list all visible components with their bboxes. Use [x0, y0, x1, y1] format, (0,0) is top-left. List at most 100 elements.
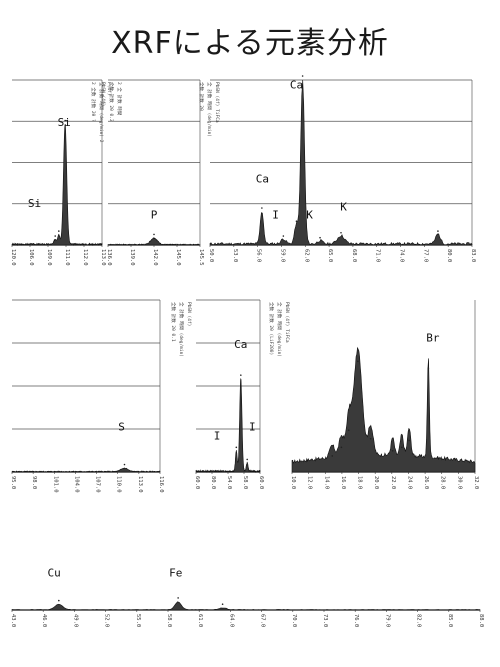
instrument-setting-text: PbSN (4f) [100, 82, 106, 106]
spectrum-panel-c: 50.0 53.0 56.0 59.0 62.0 65.0 68.0 71.0 74.0 77.0… [198, 75, 476, 262]
peak-marker [301, 75, 304, 77]
x-tick-label: 32.0 [473, 476, 479, 489]
x-tick-label: 18.0 [357, 476, 363, 489]
x-tick-label: 53.0 [232, 249, 238, 262]
peak-marker [295, 220, 298, 222]
x-tick-label: 76.0 [353, 614, 359, 627]
peak-marker [347, 429, 350, 431]
spectrum-panel-a: 120.0 106.0 109.0 111.0 112.0 113.0 2 全数 計数 2θ… [10, 79, 112, 266]
x-tick-label: 113.0 [100, 249, 106, 266]
peak-marker [408, 439, 410, 442]
x-tick-label: 98.0 [31, 476, 37, 489]
instrument-setting-text: 2 全数 計数 2θ ? [90, 82, 97, 122]
peak-marker [58, 599, 60, 602]
peak-marker [437, 230, 439, 232]
instrument-setting-text: 全 計数 時間 (deg/min) [178, 302, 185, 357]
spectrum-panel-d: 95.0 98.0 101.0 104.0 107.0 110.0 113.0 116.0 S [10, 299, 164, 493]
x-tick-label: 142.0 [152, 249, 158, 266]
x-tick-label: 52.0 [104, 614, 110, 627]
peak-marker [427, 367, 430, 370]
x-tick-label: 60.0 [258, 476, 264, 489]
x-tick-label: 43.0 [10, 614, 16, 627]
x-tick-label: 49.0 [72, 614, 78, 627]
instrument-setting-text: 全数 計数 2θ 0.1 [170, 302, 177, 342]
peak-marker [340, 231, 342, 234]
peak-marker [261, 207, 263, 209]
x-tick-label: 73.0 [322, 614, 328, 627]
peak-label: I [249, 421, 256, 434]
instrument-setting-text: 2 全 計数 時間 [116, 82, 123, 116]
x-tick-label: 10.0 [290, 476, 296, 489]
peak-label: Ca [234, 338, 247, 351]
spectrum-trace [209, 79, 473, 246]
peak-label: K [306, 209, 313, 222]
x-tick-label: 56.0 [256, 249, 262, 262]
x-tick-label: 77.0 [422, 249, 428, 262]
peak-marker [123, 463, 126, 466]
x-tick-label: 88.0 [478, 614, 484, 627]
x-tick-label: 14.0 [323, 476, 329, 489]
peak-marker [177, 597, 179, 599]
x-tick-label: 101.0 [52, 476, 58, 493]
spectrum-trace [11, 601, 481, 611]
instrument-setting-text: PbSN (4f) TiFCa [214, 82, 220, 123]
x-tick-label: 71.0 [375, 249, 381, 262]
peak-marker [357, 360, 359, 363]
peak-marker [401, 446, 403, 449]
peak-label: Fe [169, 566, 182, 579]
x-tick-label: 64.0 [228, 614, 234, 627]
x-tick-label: 145.5 [198, 249, 204, 266]
x-tick-label: 80.0 [446, 249, 452, 262]
instrument-setting-text: F(4f) [106, 82, 112, 96]
x-tick-label: 62.0 [303, 249, 309, 262]
peak-marker [340, 446, 343, 449]
peak-marker [331, 455, 334, 457]
peak-marker [153, 233, 155, 236]
x-tick-label: 104.0 [73, 476, 79, 493]
instrument-setting-text: 全 計数 時間 (deg/min) [276, 302, 283, 357]
peak-label: S [118, 421, 125, 434]
spectrum-panel-f: 10.0 12.0 14.0 16.0 18.0 20.0 22.0 24.0 26.0 28.0… [268, 300, 479, 489]
x-tick-label: 85.0 [447, 614, 453, 627]
page-title: XRFによる元素分析 [111, 26, 389, 61]
x-tick-label: 60.0 [194, 476, 200, 489]
peak-marker [369, 437, 372, 440]
x-tick-label: 136.0 [106, 249, 112, 266]
x-tick-label: 65.0 [327, 249, 333, 262]
peak-marker [282, 235, 285, 237]
x-tick-label: 107.0 [95, 476, 101, 493]
x-tick-label: 120.0 [10, 249, 16, 266]
x-tick-label: 50.0 [208, 249, 214, 262]
x-tick-label: 30.0 [456, 476, 462, 489]
instrument-setting-text: 全数 計数 2θ (LiF200) [268, 302, 275, 355]
peak-marker [235, 446, 238, 449]
x-tick-label: 16.0 [340, 476, 346, 489]
x-tick-label: 79.0 [384, 614, 390, 627]
x-tick-label: 109.0 [46, 249, 52, 266]
peak-marker [58, 230, 60, 232]
peak-marker [391, 450, 394, 452]
x-tick-label: 82.0 [416, 614, 422, 627]
peak-marker [240, 374, 242, 376]
instrument-setting-text: 全数 計数 2θ 0.2 [108, 82, 115, 122]
peak-label: Ca [256, 172, 269, 185]
x-tick-label: 112.0 [82, 249, 88, 266]
instrument-setting-text: PbSN (4f) [186, 302, 192, 326]
x-tick-label: 95.0 [10, 476, 16, 489]
spectrum-trace [195, 377, 261, 474]
x-tick-label: 139.0 [129, 249, 135, 266]
x-tick-label: 116.0 [158, 476, 164, 493]
x-tick-label: 55.0 [135, 614, 141, 627]
peak-label: K [340, 200, 347, 213]
x-tick-label: 67.0 [260, 614, 266, 627]
x-tick-label: 58.0 [242, 476, 248, 489]
spectrum-trace [107, 237, 201, 246]
peak-marker [221, 603, 224, 605]
x-tick-label: 24.0 [406, 476, 412, 489]
x-tick-label: 80.0 [210, 476, 216, 489]
peak-label: Cu [47, 566, 60, 579]
x-tick-label: 61.0 [197, 614, 203, 627]
x-tick-label: 111.0 [64, 249, 70, 266]
x-tick-label: 59.0 [279, 249, 285, 262]
